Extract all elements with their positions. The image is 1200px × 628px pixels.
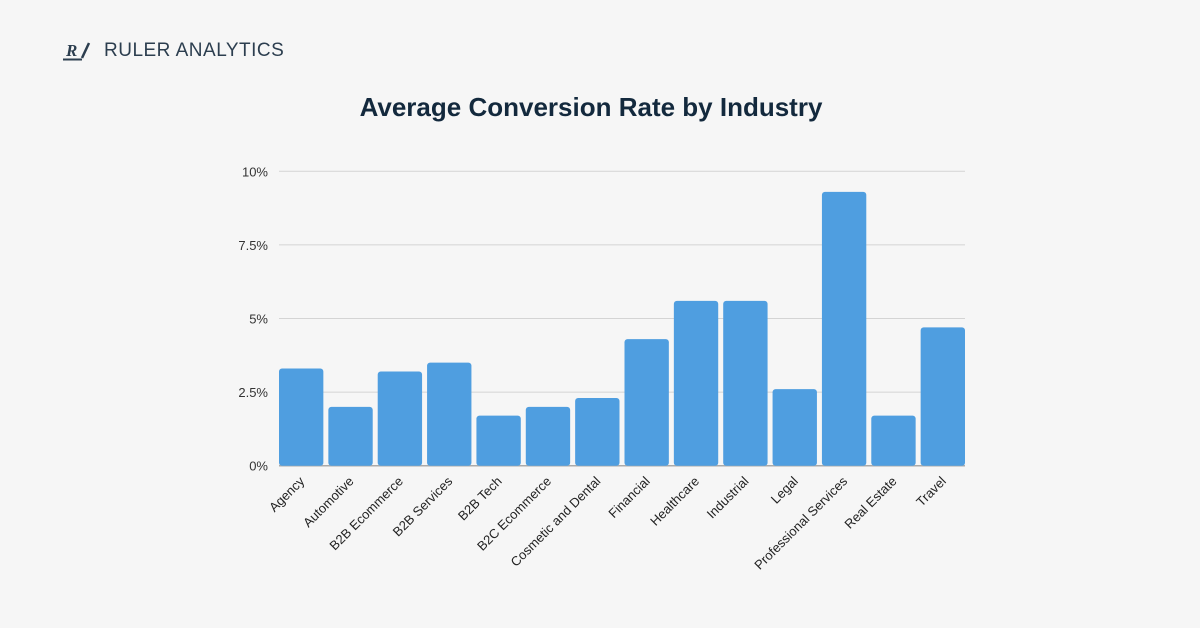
x-tick-label: Real Estate [841, 474, 899, 532]
brand-logo: R RULER ANALYTICS [62, 40, 284, 62]
bar-b2b-services [427, 362, 472, 466]
bar-financial [624, 339, 669, 466]
bar-real-estate [871, 415, 916, 466]
x-tick-label: Travel [913, 473, 949, 509]
x-tick-label: Legal [768, 473, 801, 506]
y-tick-label: 0% [249, 459, 268, 474]
bar-b2c-ecommerce [525, 406, 571, 466]
x-tick-label: Healthcare [647, 474, 702, 529]
y-tick-label: 2.5% [238, 385, 268, 400]
bar-b2b-ecommerce [377, 371, 423, 466]
chart-title: Average Conversion Rate by Industry [359, 92, 823, 122]
y-tick-label: 7.5% [238, 238, 268, 253]
bar-legal [772, 389, 817, 466]
bar-b2b-tech [476, 415, 521, 466]
bar-cosmetic-and-dental [575, 397, 620, 466]
x-tick-label: Financial [605, 473, 652, 520]
y-tick-label: 5% [249, 312, 268, 327]
ruler-logo-icon: R [63, 41, 91, 61]
bar-healthcare [673, 300, 719, 466]
x-tick-label: Professional Services [751, 473, 850, 572]
x-tick-label: B2B Tech [455, 474, 505, 524]
bar-professional-services [821, 191, 867, 466]
brand-name: RULER ANALYTICS [104, 40, 285, 61]
bar-agency [279, 368, 324, 466]
bar-automotive [328, 406, 373, 466]
svg-text:R: R [65, 41, 77, 60]
y-tick-label: 10% [242, 164, 268, 179]
x-tick-label: Cosmetic and Dental [508, 473, 604, 569]
bar-travel [920, 327, 965, 466]
x-tick-label: Agency [266, 473, 308, 515]
x-tick-label: Industrial [704, 473, 752, 521]
bar-industrial [723, 300, 768, 466]
